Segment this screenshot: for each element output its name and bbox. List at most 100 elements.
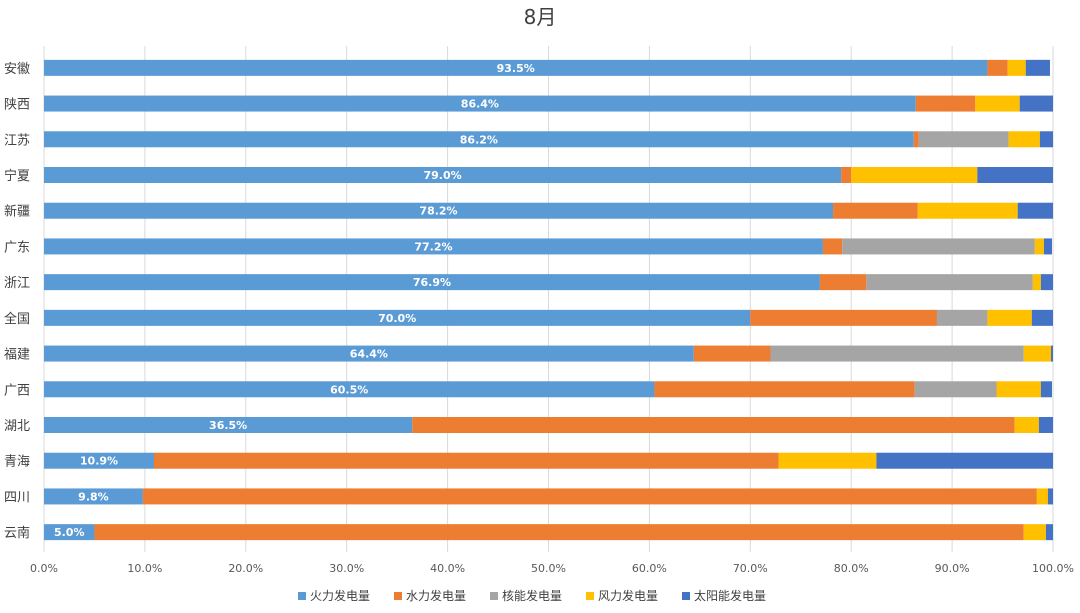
bar-segment	[1036, 488, 1048, 505]
bar-segment	[987, 59, 1008, 76]
bars: 93.5% 86.4% 86.2% 79.0% 78.2% 77.2% 76.9% 70.0%…	[44, 59, 1053, 541]
bar-segment	[1045, 524, 1053, 541]
data-label: 9.8%	[78, 490, 109, 503]
data-label: 93.5%	[497, 62, 535, 75]
bar-segment	[44, 131, 914, 148]
bar-segment	[1039, 131, 1053, 148]
legend-label: 风力发电量	[598, 588, 658, 603]
category-label: 广东	[4, 240, 30, 255]
bar-segment	[750, 309, 937, 326]
data-label: 60.5%	[330, 383, 368, 396]
x-tick-label: 50.0%	[531, 562, 566, 575]
bar-segment	[841, 167, 852, 183]
category-label: 云南	[4, 525, 30, 541]
x-tick-label: 0.0%	[30, 562, 58, 575]
data-label: 86.2%	[460, 133, 498, 146]
data-label: 86.4%	[461, 98, 499, 111]
data-label: 78.2%	[419, 205, 457, 218]
bar-segment	[1017, 202, 1053, 219]
bar-segment	[1043, 238, 1052, 255]
bar-segment	[94, 524, 1024, 541]
bar-segment	[44, 524, 95, 541]
bar-segment	[142, 488, 1037, 505]
bar-segment	[44, 488, 143, 505]
bar-segment	[917, 202, 1018, 219]
category-label: 福建	[4, 348, 30, 363]
x-tick-label: 90.0%	[935, 562, 970, 575]
bar-segment	[778, 452, 877, 469]
bar-segment	[918, 131, 1009, 148]
category-label: 广西	[4, 383, 30, 398]
bar-segment	[1008, 131, 1040, 148]
bar-segment	[833, 202, 918, 219]
x-tick-label: 100.0%	[1032, 562, 1074, 575]
chart-title: 8月	[524, 5, 557, 29]
bar-segment	[914, 381, 997, 398]
bar-segment	[1023, 524, 1046, 541]
bar-segment	[44, 345, 694, 362]
category-label: 新疆	[4, 204, 30, 220]
legend-label: 太阳能发电量	[694, 588, 766, 603]
bar-segment	[44, 167, 842, 183]
bar-segment	[1007, 59, 1026, 76]
bar-segment	[822, 238, 843, 255]
data-label: 5.0%	[54, 526, 85, 539]
bar-segment	[977, 167, 1053, 183]
bar-segment	[1040, 274, 1053, 291]
data-label: 64.4%	[350, 348, 388, 361]
category-label: 江苏	[4, 132, 30, 148]
bar-segment	[876, 452, 1053, 469]
bar-segment	[1014, 417, 1039, 433]
bar-segment	[654, 381, 915, 398]
bar-segment	[693, 345, 771, 362]
data-label: 76.9%	[413, 276, 451, 289]
bar-segment	[44, 452, 154, 469]
bar-segment	[44, 309, 751, 326]
category-label: 四川	[4, 490, 30, 505]
data-label: 36.5%	[209, 419, 247, 432]
bar-segment	[915, 95, 976, 112]
x-tick-label: 10.0%	[127, 562, 162, 575]
legend-swatch	[490, 592, 498, 600]
legend-swatch	[586, 592, 594, 600]
bar-segment	[819, 274, 867, 291]
x-tick-label: 80.0%	[834, 562, 869, 575]
bar-segment	[1031, 309, 1053, 326]
bar-segment	[44, 95, 916, 112]
bar-segment	[913, 131, 919, 148]
bar-segment	[44, 202, 834, 219]
category-label: 青海	[4, 455, 30, 470]
bar-segment	[412, 417, 1015, 433]
x-tick-label: 20.0%	[228, 562, 263, 575]
bar-segment	[1019, 95, 1053, 112]
category-label: 全国	[4, 311, 30, 327]
bar-segment	[1038, 417, 1053, 433]
x-tick-label: 60.0%	[632, 562, 667, 575]
bar-segment	[1050, 345, 1053, 362]
gridlines	[43, 46, 1054, 552]
bar-segment	[153, 452, 779, 469]
data-label: 70.0%	[378, 312, 416, 325]
category-label: 安徽	[4, 62, 30, 77]
bar-segment	[770, 345, 1024, 362]
legend: 火力发电量 水力发电量 核能发电量 风力发电量 太阳能发电量	[298, 588, 766, 603]
bar-segment	[44, 274, 820, 291]
bar-segment	[1040, 381, 1052, 398]
bar-segment	[842, 238, 1035, 255]
category-label: 陕西	[4, 98, 30, 113]
x-tick-label: 30.0%	[329, 562, 364, 575]
legend-swatch	[394, 592, 402, 600]
bar-segment	[1032, 274, 1041, 291]
bar-segment	[1023, 345, 1051, 362]
legend-swatch	[682, 592, 690, 600]
bar-segment	[44, 238, 823, 255]
legend-label: 核能发电量	[502, 588, 562, 603]
category-label: 宁夏	[4, 168, 30, 184]
bar-segment	[1034, 238, 1044, 255]
bar-segment	[44, 417, 413, 433]
x-tick-label: 70.0%	[733, 562, 768, 575]
bar-segment	[1025, 59, 1050, 76]
category-label: 湖北	[4, 419, 30, 434]
